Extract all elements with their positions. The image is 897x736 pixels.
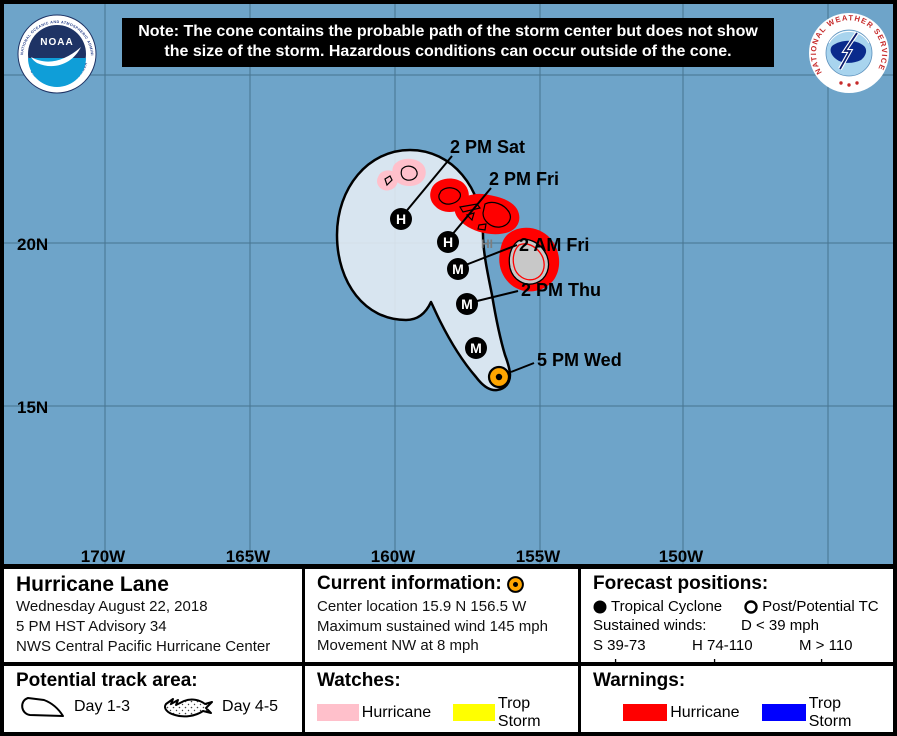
hurricane-watch-areas [377,158,426,191]
watches-panel: Watches: Hurricane Trop Storm [302,666,578,732]
storm-date: Wednesday August 22, 2018 [16,598,208,616]
marker-2am-thu: M [465,337,487,359]
potential-track-panel: Potential track area: Day 1-3 [4,666,302,732]
svg-text:2 PM Thu: 2 PM Thu [521,280,601,300]
tropical-cyclone-label: Tropical Cyclone [611,597,723,615]
current-info-heading: Current information: [317,573,502,594]
trop-storm-watch-label: Trop Storm [497,694,541,730]
current-center-location: Center location 15.9 N 156.5 W [317,597,527,615]
wind-m: M > 110 mph [799,637,853,662]
trop-storm-watch-swatch [453,704,495,722]
noaa-logo: NATIONAL OCEANIC AND ATMOSPHERIC ADMINIS… [16,13,98,100]
info-panels: Hurricane Lane Wednesday August 22, 2018… [4,564,893,732]
svg-text:160W: 160W [371,547,416,564]
info-row-top: Hurricane Lane Wednesday August 22, 2018… [4,569,893,666]
trop-storm-warning-label: Trop Storm [808,694,852,730]
day13-label: Day 1-3 [74,697,131,715]
warnings-heading: Warnings: [593,670,686,691]
island-oahu [438,187,462,205]
current-position-icon [506,576,524,593]
svg-text:H: H [396,211,406,227]
storm-title-panel: Hurricane Lane Wednesday August 22, 2018… [4,569,302,662]
svg-text:15N: 15N [17,398,48,417]
leader-lines [403,155,535,373]
svg-text:2 PM Fri: 2 PM Fri [489,169,559,189]
svg-text:150W: 150W [659,547,704,564]
post-potential-tc-label: Post/Potential TC [762,597,879,615]
hurricane-warning-areas [430,178,560,292]
svg-text:5 PM Wed: 5 PM Wed [537,350,622,370]
day13-cone-icon [21,696,64,717]
storm-advisory: 5 PM HST Advisory 34 [16,617,167,635]
svg-text:155W: 155W [516,547,561,564]
hurricane-warning-swatch [623,704,668,722]
wind-h: H 74-110 mph [692,637,753,662]
island-maui [482,201,512,228]
svg-text:20N: 20N [17,235,48,254]
day45-label: Day 4-5 [222,697,279,715]
marker-2am-fri: M [447,258,469,280]
island-molokai [459,203,482,213]
warnings-panel: Warnings: Hurricane Trop Storm [578,666,893,732]
island-kauai [400,165,418,181]
trop-storm-warning-swatch [761,704,806,722]
map-area: HI H H M M [4,4,893,564]
potential-track-heading: Potential track area: [16,670,198,691]
post-potential-tc-icon [744,599,758,614]
svg-text:M: M [470,340,482,356]
note-banner: Note: The cone contains the probable pat… [122,18,774,67]
nws-stars [839,81,859,87]
island-kahoolawe [477,223,487,231]
wind-d: D < 39 mph [741,617,819,635]
info-row-bottom: Potential track area: Day 1-3 [4,666,893,732]
marker-2pm-sat: H [390,208,412,230]
svg-text:M: M [452,261,464,277]
nws-logo: NATIONAL WEATHER SERVICE [807,11,891,100]
storm-name: Hurricane Lane [16,573,169,596]
current-movement: Movement NW at 8 mph [317,637,479,655]
svg-text:NOAA: NOAA [40,37,73,48]
svg-text:170W: 170W [81,547,126,564]
grid-lines [4,4,893,564]
hurricane-watch-swatch [317,704,359,722]
svg-text:H: H [443,234,453,250]
sustained-winds-label: Sustained winds: [593,617,707,635]
current-max-wind: Maximum sustained wind 145 mph [317,617,548,635]
svg-text:M: M [461,296,473,312]
watches-heading: Watches: [317,670,401,691]
forecast-positions-heading: Forecast positions: [593,573,769,594]
latitude-labels: 20N 15N [17,235,48,417]
marker-2pm-fri: H [437,231,459,253]
svg-text:2 PM Sat: 2 PM Sat [450,137,525,157]
track-map: HI H H M M [4,4,893,564]
track-time-labels: 2 PM Sat 2 PM Fri 2 AM Fri 2 PM Thu 5 PM… [450,137,622,370]
region-label-hi: HI [481,237,493,251]
forecast-positions-panel: Forecast positions: Tropical Cyclone Pos… [578,569,893,662]
current-info-panel: Current information: Center location 15.… [302,569,578,662]
tropical-cyclone-icon [593,600,607,614]
svg-text:2 AM Fri: 2 AM Fri [519,235,589,255]
current-position-marker [487,365,511,389]
wind-s: S 39-73 mph [593,637,646,662]
marker-2pm-thu: M [456,293,478,315]
hurricane-watch-label: Hurricane [361,703,432,721]
hurricane-warning-label: Hurricane [670,703,740,721]
longitude-labels: 170W 165W 160W 155W 150W [81,547,704,564]
track-markers: H H M M M [390,208,511,389]
svg-text:165W: 165W [226,547,271,564]
storm-agency: NWS Central Pacific Hurricane Center [16,637,271,655]
day45-cone-icon [164,697,214,718]
noaa-bird-icon [31,47,81,67]
island-niihau [384,175,393,187]
